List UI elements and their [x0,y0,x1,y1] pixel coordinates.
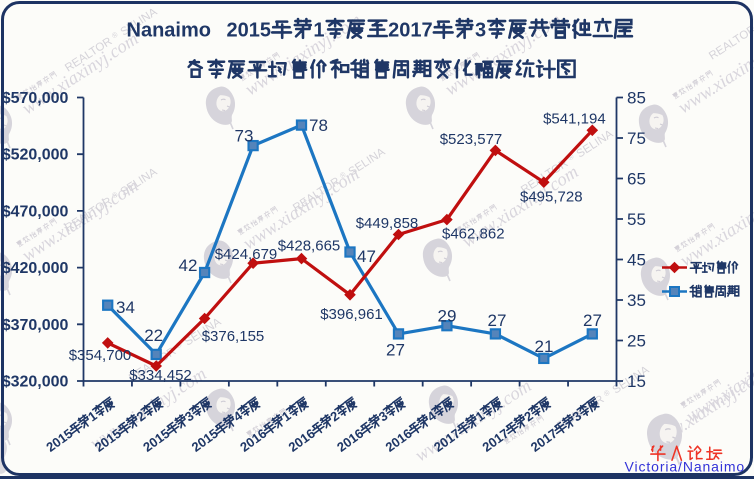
svg-text:$354,700: $354,700 [69,347,132,364]
svg-text:$570,000: $570,000 [2,90,69,107]
svg-text:27: 27 [386,341,405,360]
svg-text:78: 78 [309,116,328,135]
svg-text:35: 35 [627,291,646,310]
svg-text:$424,679: $424,679 [215,246,278,263]
svg-text:45: 45 [627,251,646,270]
svg-text:$320,000: $320,000 [2,374,69,391]
svg-text:55: 55 [627,210,646,229]
svg-text:22: 22 [144,326,163,345]
svg-text:3: 3 [475,20,486,42]
svg-text:$376,155: $376,155 [202,328,265,345]
svg-text:21: 21 [535,337,554,356]
svg-text:$462,862: $462,862 [442,226,505,243]
svg-text:27: 27 [583,311,602,330]
svg-text:27: 27 [488,311,507,330]
svg-text:42: 42 [179,256,198,275]
svg-text:2017: 2017 [388,20,433,42]
svg-text:25: 25 [627,332,646,351]
svg-text:$449,858: $449,858 [356,215,419,232]
svg-text:$396,961: $396,961 [320,306,383,323]
svg-text:1: 1 [313,20,324,42]
svg-text:$520,000: $520,000 [2,147,69,164]
svg-text:75: 75 [627,129,646,148]
svg-text:15: 15 [627,372,646,391]
svg-text:$470,000: $470,000 [2,203,69,220]
svg-text:$420,000: $420,000 [2,260,69,277]
svg-text:65: 65 [627,170,646,189]
svg-text:$370,000: $370,000 [2,317,69,334]
svg-text:$495,728: $495,728 [520,189,583,206]
svg-text:85: 85 [627,89,646,108]
svg-text:Nanaimo 2015: Nanaimo 2015 [127,20,272,42]
svg-text:$523,577: $523,577 [440,131,503,148]
svg-text:47: 47 [357,247,376,266]
svg-text:$541,194: $541,194 [543,111,606,128]
svg-text:29: 29 [438,307,457,326]
svg-text:$428,665: $428,665 [278,238,341,255]
svg-text:$334,452: $334,452 [129,367,192,384]
svg-text:34: 34 [116,298,135,317]
svg-text:Victoria/Nanaimo: Victoria/Nanaimo [625,459,746,475]
svg-text:73: 73 [235,127,254,146]
